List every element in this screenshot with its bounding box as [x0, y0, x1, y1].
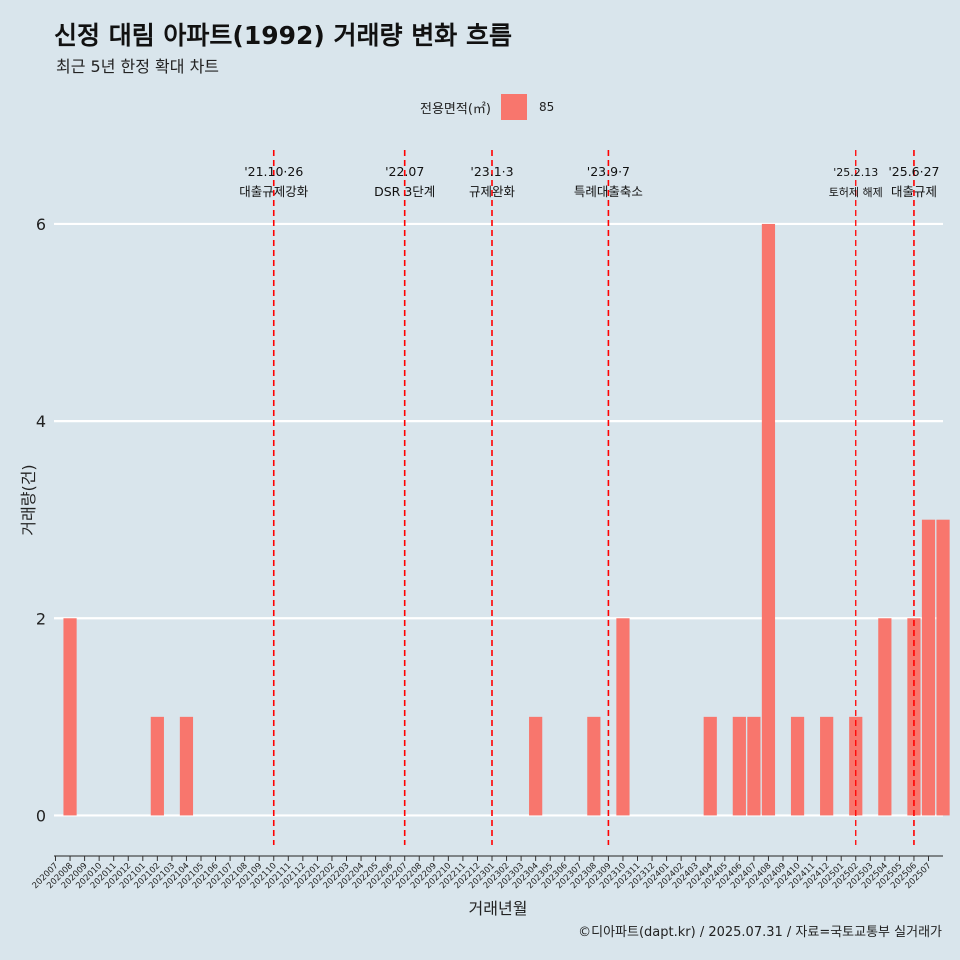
- y-tick-label: 2: [36, 609, 46, 628]
- bar: [732, 716, 746, 816]
- event-date: '25.6·27: [888, 164, 939, 179]
- bar: [587, 716, 601, 816]
- event-label: 토허제 해제: [829, 185, 883, 199]
- legend-title: 전용면적(㎡): [420, 101, 491, 117]
- event-label: 특례대출축소: [574, 184, 643, 199]
- bar: [820, 716, 834, 816]
- bar: [747, 716, 761, 816]
- bar: [529, 716, 543, 816]
- chart-subtitle: 최근 5년 한정 확대 차트: [56, 57, 220, 76]
- bar: [616, 618, 630, 816]
- bar: [179, 716, 194, 816]
- event-date: '23.9·7: [587, 164, 630, 179]
- bar: [878, 618, 892, 816]
- event-date: '21.10·26: [244, 164, 303, 179]
- y-tick-label: 4: [36, 412, 46, 431]
- y-axis-title: 거래량(건): [19, 464, 38, 535]
- source-caption: ©디아파트(dapt.kr) / 2025.07.31 / 자료=국토교통부 실…: [578, 925, 942, 940]
- bar: [150, 716, 164, 816]
- bar: [703, 716, 717, 816]
- bar: [761, 223, 776, 816]
- legend-key: [500, 94, 527, 120]
- bar: [907, 618, 921, 816]
- event-date: '22.07: [385, 164, 424, 179]
- bar: [921, 519, 936, 816]
- event-date: '23.1·3: [470, 164, 513, 179]
- event-label: 대출규제: [891, 184, 937, 199]
- y-tick-label: 6: [36, 215, 46, 234]
- chart-title: 신정 대림 아파트(1992) 거래량 변화 흐름: [54, 21, 512, 50]
- y-tick-label: 0: [36, 806, 46, 825]
- bar: [849, 716, 863, 816]
- bar: [790, 716, 805, 816]
- legend: 전용면적(㎡) 85: [420, 93, 554, 121]
- legend-label: 85: [538, 100, 555, 114]
- event-label: DSR 3단계: [374, 184, 435, 199]
- bar: [63, 618, 77, 816]
- x-axis-title: 거래년월: [469, 899, 528, 918]
- event-date: '25.2.13: [833, 166, 878, 179]
- event-label: 대출규제강화: [239, 184, 309, 199]
- event-label: 규제완화: [469, 184, 516, 199]
- bar: [936, 519, 950, 816]
